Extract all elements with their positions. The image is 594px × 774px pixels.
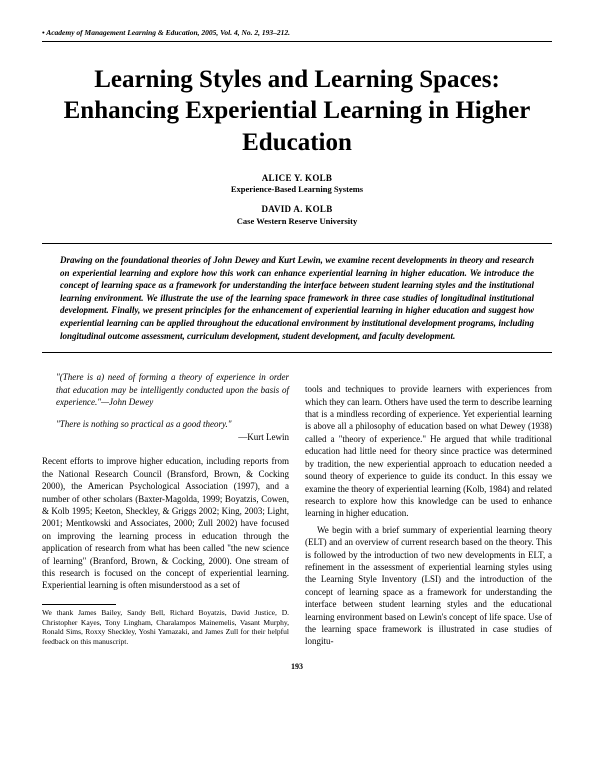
article-title: Learning Styles and Learning Spaces: Enh… — [42, 64, 552, 158]
col1-para-1: Recent efforts to improve higher educati… — [42, 455, 289, 591]
epigraph-2: "There is nothing so practical as a good… — [42, 418, 289, 443]
footnote-text: We thank James Bailey, Sandy Bell, Richa… — [42, 608, 289, 647]
journal-header: • Academy of Management Learning & Educa… — [42, 28, 552, 42]
page-number: 193 — [42, 662, 552, 673]
authors-block: ALICE Y. KOLB Experience-Based Learning … — [42, 172, 552, 227]
author-name-2: DAVID A. KOLB — [42, 203, 552, 215]
col2-para-1: tools and techniques to provide learners… — [305, 383, 552, 519]
col2-para-2: We begin with a brief summary of experie… — [305, 524, 552, 648]
epigraph-2-attrib: —Kurt Lewin — [56, 431, 289, 443]
author-affil-2: Case Western Reserve University — [42, 216, 552, 227]
author-affil-1: Experience-Based Learning Systems — [42, 184, 552, 195]
column-right: tools and techniques to provide learners… — [305, 371, 552, 648]
epigraph-1: "(There is a) need of forming a theory o… — [42, 371, 289, 408]
column-left: "(There is a) need of forming a theory o… — [42, 371, 289, 648]
author-name-1: ALICE Y. KOLB — [42, 172, 552, 184]
abstract-text: Drawing on the foundational theories of … — [60, 254, 534, 342]
epigraph-1-quote: "(There is a) need of forming a theory o… — [56, 372, 289, 407]
footnote-rule — [42, 604, 116, 605]
body-columns: "(There is a) need of forming a theory o… — [42, 371, 552, 648]
abstract-box: Drawing on the foundational theories of … — [42, 243, 552, 353]
epigraph-2-quote: "There is nothing so practical as a good… — [56, 419, 231, 429]
